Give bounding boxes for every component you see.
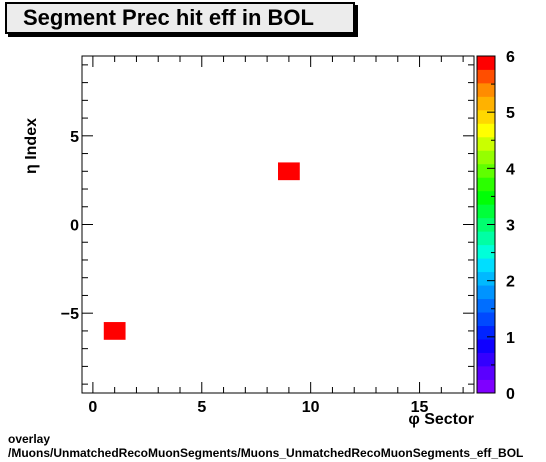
colorbar-band	[477, 285, 495, 300]
colorbar-band	[477, 366, 495, 380]
y-tick-label: 5	[70, 129, 79, 146]
x-tick-label: 5	[197, 399, 206, 416]
footer-path: overlay /Muons/UnmatchedRecoMuonSegments…	[8, 432, 544, 460]
footer-line-1: overlay	[8, 432, 51, 446]
y-axis-label: η Index	[23, 118, 40, 174]
y-tick-label: 0	[70, 218, 79, 235]
heatmap-cell-2	[278, 162, 300, 181]
colorbar-tick-label: 5	[506, 105, 515, 122]
chart-title: Segment Prec hit eff in BOL	[5, 2, 355, 34]
colorbar-band	[477, 258, 495, 273]
colorbar-band	[477, 312, 495, 326]
colorbar-band	[477, 379, 495, 394]
colorbar-band	[477, 204, 495, 219]
colorbar-band	[477, 150, 495, 165]
colorbar-tick-label: 4	[506, 161, 515, 178]
colorbar-band	[477, 109, 495, 124]
colorbar-band	[477, 82, 495, 97]
colorbar-band	[477, 177, 495, 192]
footer-line-2: /Muons/UnmatchedRecoMuonSegments/Muons_U…	[8, 446, 524, 460]
x-axis-label: φ Sector	[408, 411, 474, 428]
colorbar-band	[477, 136, 495, 151]
colorbar-band	[477, 163, 495, 178]
colorbar-band	[477, 271, 495, 286]
colorbar-band	[477, 123, 495, 138]
colorbar-band	[477, 339, 495, 353]
colorbar-tick-label: 2	[506, 274, 515, 291]
x-tick-label: 10	[302, 399, 320, 416]
colorbar-band	[477, 298, 495, 313]
colorbar-tick-label: 1	[506, 330, 515, 347]
plot-frame	[81, 55, 475, 394]
colorbar-tick-label: 6	[506, 49, 515, 66]
colorbar-band	[477, 56, 495, 70]
y-tick-label: −5	[61, 306, 79, 323]
colorbar-tick-label: 3	[506, 218, 515, 235]
colorbar-band	[477, 190, 495, 205]
colorbar-band	[477, 231, 495, 246]
colorbar-band	[477, 69, 495, 84]
colorbar-band	[477, 325, 495, 340]
colorbar-band	[477, 244, 495, 259]
heatmap-chart: 0 5 10 15 −5 0 5 0 1 2 3 4 5 6 φ Sector η Index	[23, 49, 515, 428]
heatmap-cell-1	[103, 322, 126, 340]
colorbar-band	[477, 352, 495, 367]
colorbar-band	[477, 217, 495, 232]
x-tick-label: 0	[88, 399, 97, 416]
colorbar-band	[477, 96, 495, 111]
colorbar-tick-label: 0	[506, 386, 515, 403]
x-tick-label: 15	[411, 399, 429, 416]
